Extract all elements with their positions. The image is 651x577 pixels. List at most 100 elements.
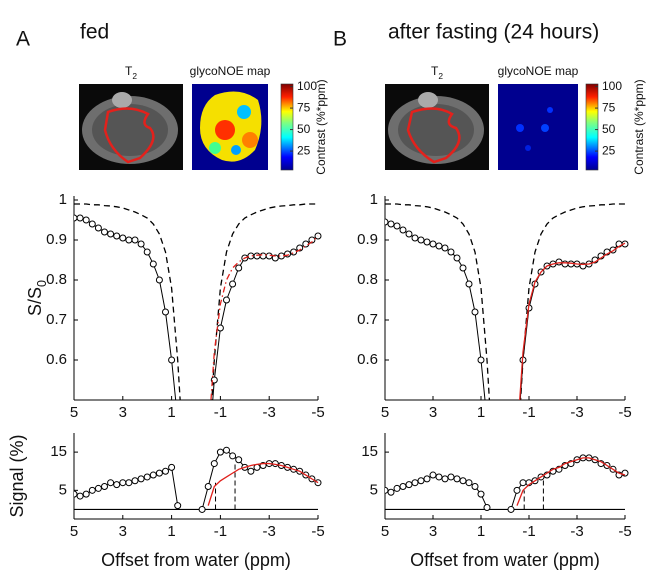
data-point [385, 486, 389, 494]
y-tick-label: 0.7 [46, 311, 67, 328]
x-tick-label: -5 [311, 404, 324, 421]
y-tick-label: 15 [361, 443, 378, 460]
data-point [399, 226, 407, 234]
data-point [94, 484, 102, 492]
data-point [88, 220, 96, 228]
data-point [405, 481, 413, 489]
y-tick-label: 5 [370, 481, 378, 498]
data-point [385, 218, 389, 226]
data-point [155, 276, 163, 284]
x-tick-label: 1 [477, 404, 485, 421]
t2-label: T2 [431, 64, 443, 81]
data-point [453, 475, 461, 483]
data-point [290, 248, 298, 256]
data-point [253, 252, 261, 260]
y-axis-label-main: S/S [25, 287, 45, 316]
data-point [82, 216, 90, 224]
x-tick-label: 1 [477, 523, 485, 540]
data-point [199, 537, 205, 543]
colorbar-tick-label: 50 [602, 122, 616, 136]
colorbar-label: Contrast (%*ppm) [632, 79, 646, 174]
data-point [216, 448, 224, 456]
x-tick-label: 5 [70, 523, 78, 540]
data-point [411, 479, 419, 487]
y-axis-label: Signal (%) [7, 434, 27, 517]
x-tick-label: -5 [311, 523, 324, 540]
data-point [168, 463, 176, 471]
y-tick-label: 0.7 [357, 311, 378, 328]
data-point [181, 477, 187, 483]
fit-line [74, 203, 318, 400]
data-point [74, 214, 78, 222]
data-point [259, 252, 267, 260]
x-tick-label: -1 [214, 404, 227, 421]
x-tick-label: 3 [429, 404, 437, 421]
colorbar-tick-label: 25 [602, 143, 616, 157]
x-tick-label: -5 [618, 523, 631, 540]
data-point [76, 492, 84, 500]
data-point [387, 220, 395, 228]
x-tick-label: 3 [119, 523, 127, 540]
x-tick-label: 1 [167, 404, 175, 421]
data-point [471, 483, 479, 491]
data-point [235, 264, 243, 272]
y-tick-label: 0.6 [357, 351, 378, 368]
data-point [393, 222, 401, 230]
x-tick-label: 3 [119, 404, 127, 421]
data-point [119, 479, 127, 487]
colorbar-label: Contrast (%*ppm) [314, 79, 328, 174]
data-point [423, 238, 431, 246]
data-point [113, 481, 121, 489]
data-point [519, 479, 527, 487]
data-point [308, 236, 316, 244]
data-point [271, 254, 279, 262]
data-point [149, 260, 157, 268]
data-point [247, 467, 255, 475]
data-point [107, 230, 115, 238]
data-point [508, 537, 514, 543]
x-tick-label: 1 [167, 523, 175, 540]
panel-letter: B [333, 28, 347, 51]
colorbar-tick-label: 25 [297, 143, 311, 157]
data-point [210, 460, 218, 468]
data-point [507, 505, 515, 513]
x-tick-label: -1 [522, 404, 535, 421]
y-axis-label-subscript: 0 [35, 280, 49, 287]
colorbar [585, 83, 599, 171]
data-point [423, 475, 431, 483]
t2-label-subscript: 2 [438, 71, 443, 81]
data-point [441, 475, 449, 483]
data-point [162, 467, 169, 475]
data-line [74, 217, 319, 400]
data-point [561, 260, 569, 268]
data-point [125, 236, 133, 244]
y-tick-label: 0.8 [46, 271, 67, 288]
x-tick-label: 3 [429, 523, 437, 540]
data-point [459, 264, 467, 272]
fit-line [207, 462, 319, 506]
data-point [235, 456, 243, 464]
colorbar-tick-label: 75 [297, 100, 311, 114]
data-point [453, 254, 461, 262]
x-tick-label: 5 [70, 404, 78, 421]
data-point [149, 471, 157, 479]
map-label: glycoNOE map [190, 64, 271, 78]
map-label: glycoNOE map [498, 64, 579, 78]
plot-area [74, 446, 322, 513]
data-point [107, 479, 115, 487]
data-point [393, 484, 401, 492]
data-point [174, 502, 182, 510]
y-axis-label: S/S0 [25, 280, 50, 316]
data-point [101, 483, 108, 491]
data-point [113, 232, 121, 240]
t2-image [385, 84, 489, 170]
data-point [621, 240, 629, 248]
panel-title: fed [80, 21, 109, 44]
fit-line [385, 203, 625, 400]
y-tick-label: 0.8 [357, 271, 378, 288]
x-tick-label: -3 [570, 404, 583, 421]
glyconoe-map [498, 84, 578, 170]
x-tick-label: -5 [618, 404, 631, 421]
t2-label-main: T [431, 64, 439, 78]
data-point [204, 483, 212, 491]
